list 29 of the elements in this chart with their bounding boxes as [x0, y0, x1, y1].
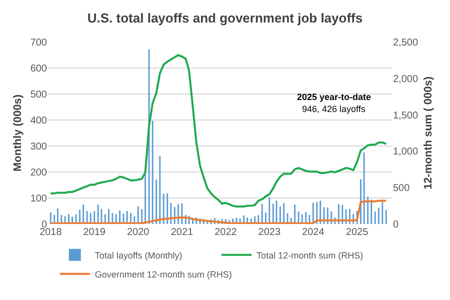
y-tick-label: 500	[30, 90, 48, 100]
y2-tick-label: 500	[393, 183, 410, 194]
chart-title: U.S. total layoffs and government job layoffs	[87, 10, 363, 26]
annotation: 946, 426 layoffs	[302, 104, 366, 114]
y-tick-label: 200	[30, 168, 48, 178]
annotation: 2025 year-to-date	[297, 92, 372, 102]
y2-tick-label: 2,000	[393, 74, 418, 85]
x-tick-label: 2019	[83, 227, 106, 238]
legend-label: Government 12-month sum (RHS)	[94, 269, 232, 280]
y-tick-label: 400	[30, 116, 48, 126]
x-tick-label: 2021	[170, 227, 194, 238]
x-tick-label: 2024	[302, 227, 325, 238]
y-tick-label: 700	[30, 38, 48, 48]
y2-tick-label: 1,500	[393, 110, 418, 122]
x-tick-label: 2018	[40, 227, 62, 238]
x-tick-label: 2023	[258, 227, 281, 238]
x-tick-label: 2025	[346, 227, 369, 238]
y-tick-label: 300	[30, 142, 48, 152]
legend-label: Total 12-month sum (RHS)	[256, 250, 364, 260]
legend-label: Total layoffs (Monthly)	[94, 250, 182, 260]
y2-tick-label: 2,500	[393, 38, 418, 48]
y2-axis-title: 12-month sum ( 000s)	[422, 76, 435, 190]
y2-tick-label: 1,000	[393, 146, 418, 158]
y-tick-label: 600	[30, 64, 48, 74]
x-tick-label: 2020	[126, 227, 150, 238]
y2-tick-label: 0	[393, 220, 399, 230]
y-tick-label: 100	[30, 194, 48, 204]
x-tick-label: 2022	[214, 227, 238, 238]
y-axis-title: Monthly (000s)	[12, 94, 24, 172]
